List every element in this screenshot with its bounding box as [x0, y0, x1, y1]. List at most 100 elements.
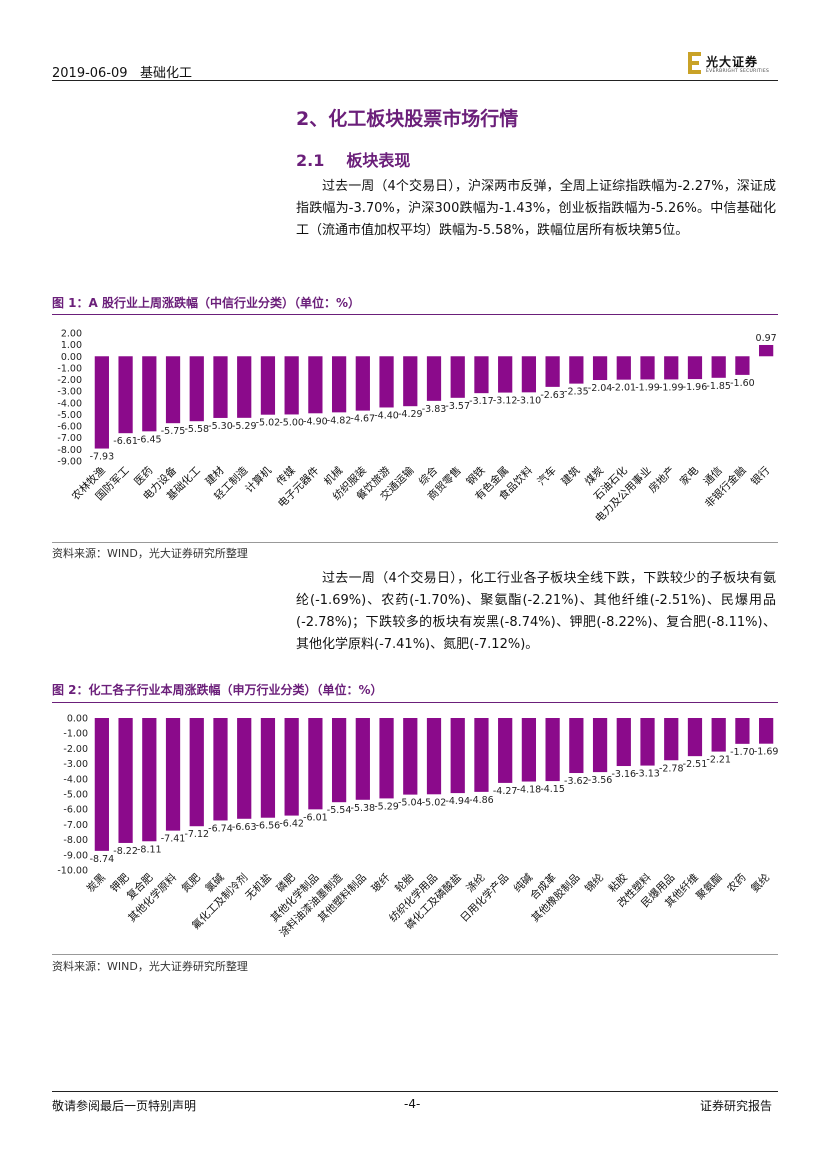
data-label: -1.70	[730, 747, 755, 758]
bar	[284, 356, 299, 415]
bar	[640, 718, 655, 766]
category-label: 建筑	[558, 464, 582, 488]
header-date-section: 2019-06-09 基础化工	[52, 62, 192, 81]
bar	[260, 718, 276, 818]
logo-mark-icon	[688, 52, 701, 74]
bar	[94, 718, 109, 851]
data-label: -2.78	[659, 763, 684, 774]
y-tick-label: -4.00	[63, 774, 88, 785]
bar	[189, 718, 204, 827]
category-label: 氨纶	[748, 871, 772, 895]
y-tick-label: -3.00	[63, 759, 88, 770]
data-label: -3.83	[422, 404, 447, 415]
category-label: 家电	[677, 464, 701, 488]
data-label: -4.82	[327, 415, 352, 426]
bar	[142, 718, 157, 842]
logo-text-en: EVERBRIGHT SECURITIES	[706, 69, 770, 74]
bar	[237, 718, 252, 819]
data-label: -1.96	[683, 382, 708, 393]
report-date: 2019-06-09	[52, 66, 128, 81]
data-label: -2.01	[611, 383, 636, 394]
y-tick-label: -7.00	[57, 433, 82, 444]
data-label: -5.04	[398, 798, 423, 809]
bar	[237, 356, 252, 418]
data-label: -2.04	[588, 383, 613, 394]
data-label: -6.42	[279, 819, 304, 830]
figure-1-title: 图 1：A 股行业上周涨跌幅（中信行业分类）（单位：%）	[52, 296, 361, 310]
category-label: 银行	[748, 464, 772, 488]
category-label: 炭黑	[85, 872, 108, 895]
bar	[331, 718, 347, 803]
paragraph-text: 过去一周（4个交易日），化工行业各子板块全线下跌，下跌较少的子板块有氨纶(-1.…	[296, 571, 776, 652]
footer-report-type: 证券研究报告	[700, 1099, 773, 1113]
logo-text-cn: 光大证券	[706, 55, 759, 69]
y-tick-label: -8.00	[57, 445, 82, 456]
bar	[592, 718, 608, 773]
data-label: -4.18	[517, 785, 542, 796]
data-label: -3.17	[469, 396, 494, 407]
category-label: 农药	[724, 871, 748, 895]
paragraph-text: 过去一周（4个交易日），沪深两市反弹，全周上证综指跌幅为-2.27%，深证成指跌…	[296, 179, 776, 238]
bar	[498, 718, 513, 783]
data-label: -4.29	[398, 409, 423, 420]
data-label: -7.41	[161, 834, 186, 845]
category-label: 计算机	[243, 464, 275, 496]
subsection-title: 2.1 板块表现	[296, 147, 410, 171]
bar	[735, 356, 750, 375]
data-label: -2.51	[683, 759, 708, 770]
bar	[616, 718, 631, 767]
y-tick-label: -6.00	[57, 422, 82, 433]
bar	[213, 356, 228, 418]
bar	[118, 718, 133, 843]
y-tick-label: 2.00	[61, 329, 82, 340]
footer-divider	[52, 1091, 778, 1092]
data-label: -7.93	[90, 452, 115, 463]
data-label: -5.58	[184, 424, 209, 435]
data-label: -7.12	[184, 829, 209, 840]
bar	[165, 718, 181, 831]
data-label: -5.29	[374, 801, 399, 812]
data-label: -6.01	[303, 812, 328, 823]
bar	[426, 718, 442, 795]
bar	[664, 718, 679, 761]
bar	[403, 356, 418, 407]
data-label: -4.27	[493, 786, 518, 797]
figure-2-chart: 0.00 -1.00 -2.00 -3.00 -4.00 -5.00 -6.00 -7.00 -…	[57, 714, 778, 940]
bar	[711, 718, 726, 752]
data-label: -3.57	[445, 401, 470, 412]
report-sector: 基础化工	[139, 66, 192, 81]
body-paragraph-1: 过去一周（4个交易日），沪深两市反弹，全周上证综指跌幅为-2.27%，深证成指跌…	[296, 176, 776, 242]
data-label: -4.15	[540, 784, 565, 795]
data-label: -1.99	[635, 382, 660, 393]
data-label: -6.45	[137, 434, 162, 445]
bar	[711, 356, 726, 378]
data-label: -5.29	[232, 421, 257, 432]
bar	[759, 344, 774, 357]
y-tick-label: -1.00	[57, 363, 82, 374]
bar	[165, 356, 181, 424]
data-label: -6.74	[208, 823, 233, 834]
bar	[640, 356, 655, 380]
figure-2-source-rule	[52, 954, 778, 955]
y-tick-label: -1.00	[63, 729, 88, 740]
y-tick-label: -2.00	[57, 375, 82, 386]
bar	[355, 718, 370, 800]
y-tick-label: -4.00	[57, 398, 82, 409]
y-tick-label: -6.00	[63, 805, 88, 816]
y-tick-label: -9.00	[57, 457, 82, 468]
header-divider	[52, 80, 778, 81]
bar	[213, 718, 228, 821]
data-label: -4.94	[445, 796, 470, 807]
bar	[592, 356, 608, 381]
data-label: -1.69	[754, 747, 778, 758]
data-label: -3.56	[588, 775, 613, 786]
data-label: -1.85	[706, 381, 731, 392]
data-label: -2.21	[706, 755, 731, 766]
section-title: 2、化工板块股票市场行情	[296, 108, 519, 130]
y-tick-label: 0.00	[61, 352, 82, 363]
figure-2-source: 资料来源：WIND，光大证券研究所整理	[52, 960, 248, 973]
data-label: -8.22	[113, 846, 138, 857]
y-tick-label: -5.00	[57, 410, 82, 421]
bar	[94, 356, 109, 449]
category-label: 玻纤	[369, 871, 393, 895]
